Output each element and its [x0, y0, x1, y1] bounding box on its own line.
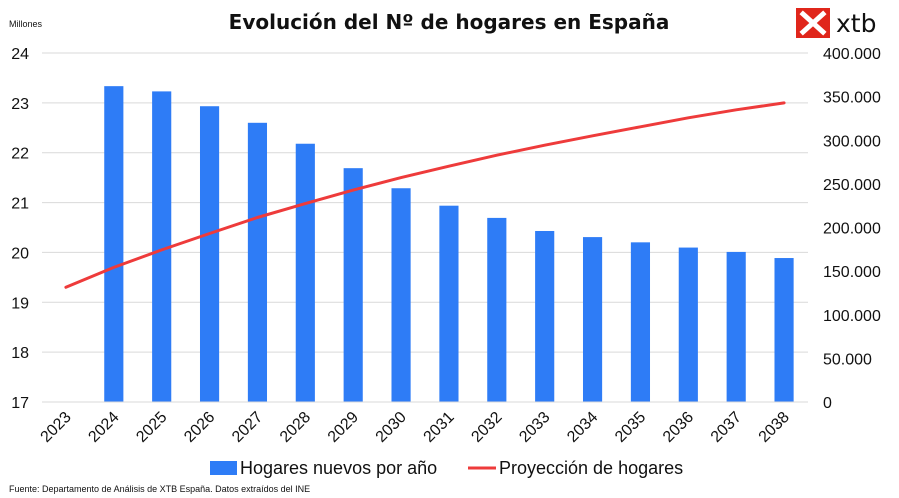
y-left-tick-label: 22 [11, 146, 29, 163]
y-right-tick-label: 300.000 [823, 133, 881, 150]
y-left-tick-label: 24 [11, 46, 29, 63]
y-left-tick-label: 19 [11, 295, 29, 312]
source-note: Fuente: Departamento de Análisis de XTB … [9, 484, 310, 494]
y-left-tick-label: 21 [11, 196, 29, 213]
y-left-tick-label: 20 [11, 245, 29, 262]
brand-name: xtb [836, 9, 876, 38]
y-left-unit-label: Millones [9, 19, 43, 29]
bar [152, 91, 172, 402]
y-right-tick-label: 250.000 [823, 177, 881, 194]
x-tick-label: 2037 [708, 409, 745, 446]
x-tick-label: 2034 [564, 409, 601, 446]
logo-x-icon [799, 10, 827, 36]
y-left-tick-label: 23 [11, 96, 29, 113]
bar [535, 230, 555, 402]
legend-line-label: Proyección de hogares [499, 458, 683, 478]
bar [678, 247, 698, 402]
bar [104, 86, 124, 402]
x-tick-label: 2023 [38, 409, 75, 446]
y-right-tick-label: 0 [823, 395, 832, 412]
x-tick-label: 2030 [373, 409, 410, 446]
bar [630, 242, 651, 402]
x-tick-label: 2028 [277, 409, 314, 446]
y-left-tick-label: 18 [11, 345, 29, 362]
legend: Hogares nuevos por año Proyección de hog… [210, 458, 683, 478]
bar [582, 237, 603, 402]
y-right-tick-label: 100.000 [823, 308, 881, 325]
x-tick-label: 2029 [325, 409, 362, 446]
x-tick-label: 2027 [229, 409, 266, 446]
bar [343, 168, 363, 402]
y-left-tick-label: 17 [11, 395, 29, 412]
line-series [64, 101, 786, 289]
y-right-tick-label: 400.000 [823, 46, 881, 63]
chart-title: Evolución del Nº de hogares en España [229, 10, 670, 34]
legend-bar-swatch [210, 461, 237, 475]
x-tick-label: 2024 [85, 409, 122, 446]
x-tick-label: 2032 [468, 409, 505, 446]
bar [247, 122, 268, 403]
bar-series [104, 86, 794, 403]
x-tick-label: 2026 [181, 409, 218, 446]
y-right-axis: 0 50.000 100.000 150.000 200.000 250.000 300.0… [823, 46, 881, 412]
bar [487, 217, 507, 402]
x-axis: 2023 2024 2025 2026 2027 2028 2029 2030 2031 2032… [38, 409, 793, 446]
y-right-tick-label: 350.000 [823, 90, 881, 107]
x-tick-label: 2031 [421, 409, 458, 446]
x-tick-label: 2038 [756, 409, 793, 446]
brand-logo: xtb [796, 8, 876, 38]
bar [199, 106, 220, 402]
y-right-tick-label: 200.000 [823, 221, 881, 238]
bar [774, 258, 794, 402]
y-left-axis: 17 18 19 20 21 22 23 24 [11, 46, 29, 412]
x-tick-label: 2036 [660, 409, 697, 446]
bar [295, 143, 315, 403]
x-tick-label: 2033 [516, 409, 553, 446]
projection-line [64, 101, 786, 289]
bar [439, 205, 459, 402]
x-tick-label: 2035 [612, 409, 649, 446]
x-tick-label: 2025 [133, 409, 170, 446]
y-right-tick-label: 150.000 [823, 264, 881, 281]
y-right-tick-label: 50.000 [823, 351, 872, 368]
legend-bar-label: Hogares nuevos por año [240, 458, 437, 478]
bar [726, 251, 746, 402]
bar [391, 188, 411, 402]
